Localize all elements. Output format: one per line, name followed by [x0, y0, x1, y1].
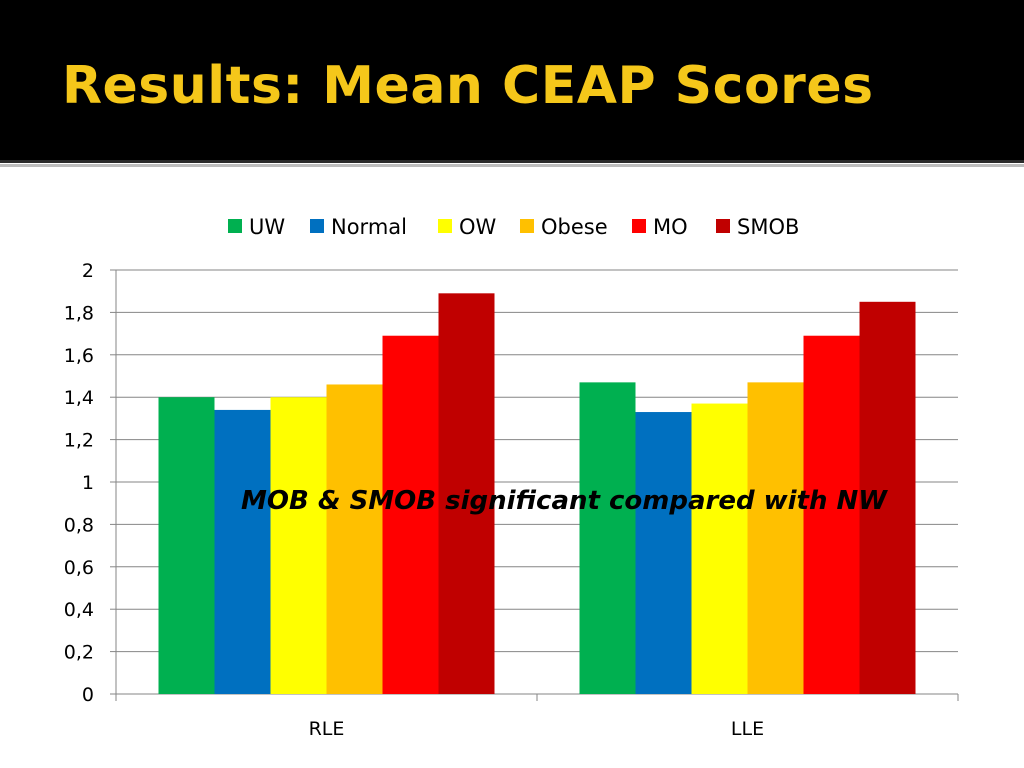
bar-ow-lle [691, 403, 748, 694]
bar-normal-rle [214, 409, 271, 694]
legend-swatch-uw [228, 219, 242, 233]
bar-obese-rle [326, 384, 383, 694]
legend-label-mo: MO [653, 215, 688, 239]
title-divider [0, 160, 1024, 163]
legend-label-normal: Normal [331, 215, 407, 239]
y-tick-label: 1,8 [64, 302, 94, 324]
slide-title: Results: Mean CEAP Scores [62, 56, 874, 116]
y-tick-label: 0,4 [64, 599, 94, 621]
legend-swatch-normal [310, 219, 324, 233]
legend-label-uw: UW [249, 215, 285, 239]
title-divider-light [0, 164, 1024, 167]
bar-smob-lle [859, 301, 916, 694]
title-bar: Results: Mean CEAP Scores [0, 0, 1024, 160]
legend-label-ow: OW [459, 215, 497, 239]
significance-annotation: MOB & SMOB significant compared with NW [241, 486, 887, 516]
x-tick-label: LLE [731, 718, 764, 740]
y-tick-label: 1,6 [64, 345, 94, 367]
bar-smob-rle [438, 293, 495, 694]
y-tick-label: 0,6 [64, 557, 94, 579]
y-tick-label: 1,2 [64, 430, 94, 452]
bar-uw-rle [158, 397, 215, 694]
legend-label-obese: Obese [541, 215, 608, 239]
bar-mo-lle [803, 335, 860, 694]
bar-mo-rle [382, 335, 439, 694]
y-tick-label: 0 [82, 684, 94, 706]
y-tick-label: 0,8 [64, 514, 94, 536]
legend-swatch-ow [438, 219, 452, 233]
legend-swatch-obese [520, 219, 534, 233]
legend-swatch-mo [632, 219, 646, 233]
bar-uw-lle [579, 382, 636, 694]
bar-normal-lle [635, 412, 692, 694]
legend-swatch-smob [716, 219, 730, 233]
legend-label-smob: SMOB [737, 215, 799, 239]
y-tick-label: 1 [82, 472, 94, 494]
bar-obese-lle [747, 382, 804, 694]
y-tick-label: 2 [82, 260, 94, 282]
y-tick-label: 1,4 [64, 387, 94, 409]
y-tick-label: 0,2 [64, 642, 94, 664]
bar-ow-rle [270, 397, 327, 694]
x-tick-label: RLE [309, 718, 345, 740]
